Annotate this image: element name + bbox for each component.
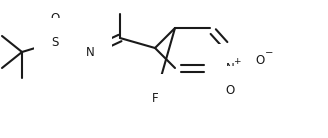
Text: N: N	[226, 62, 235, 75]
Text: N: N	[86, 46, 94, 59]
Text: O: O	[256, 54, 265, 67]
Text: F: F	[152, 91, 158, 104]
Text: O: O	[225, 83, 235, 96]
Text: −: −	[265, 48, 273, 58]
Text: O: O	[51, 11, 60, 25]
Text: S: S	[51, 35, 59, 48]
Text: +: +	[233, 56, 241, 66]
